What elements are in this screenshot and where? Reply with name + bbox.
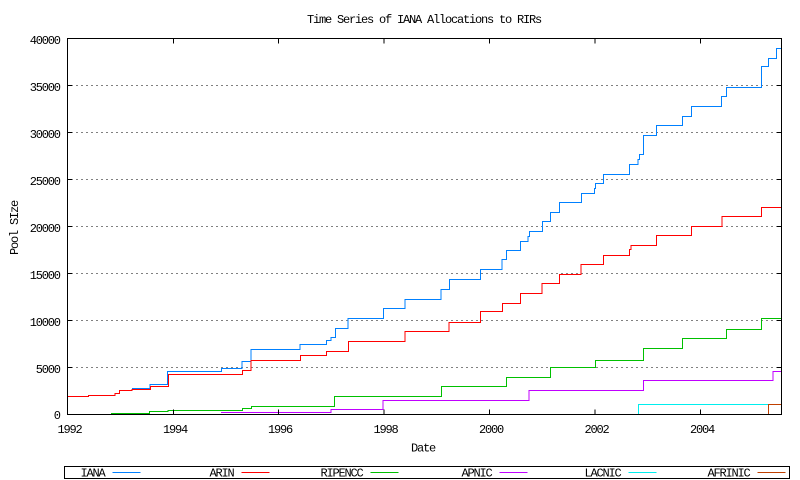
svg-text:15000: 15000 xyxy=(30,269,61,283)
svg-text:35000: 35000 xyxy=(30,81,61,95)
svg-text:25000: 25000 xyxy=(30,175,61,189)
svg-text:0: 0 xyxy=(54,409,61,423)
svg-text:1996: 1996 xyxy=(268,423,293,437)
svg-text:1998: 1998 xyxy=(373,423,398,437)
svg-text:ARIN: ARIN xyxy=(209,467,234,480)
svg-text:AFRINIC: AFRINIC xyxy=(707,467,750,480)
svg-text:LACNIC: LACNIC xyxy=(584,467,621,480)
svg-text:5000: 5000 xyxy=(36,363,61,377)
svg-text:40000: 40000 xyxy=(30,34,61,48)
svg-text:APNIC: APNIC xyxy=(461,467,492,480)
svg-text:IANA: IANA xyxy=(80,467,106,480)
svg-text:2002: 2002 xyxy=(584,423,609,437)
svg-text:30000: 30000 xyxy=(30,128,61,142)
svg-text:Date: Date xyxy=(411,442,436,456)
svg-text:2004: 2004 xyxy=(690,423,715,437)
svg-text:Pool SIze: Pool SIze xyxy=(8,200,22,255)
svg-text:10000: 10000 xyxy=(30,316,61,330)
svg-text:20000: 20000 xyxy=(30,222,61,236)
svg-text:RIPENCC: RIPENCC xyxy=(320,467,363,480)
svg-text:1994: 1994 xyxy=(163,423,188,437)
svg-text:Time Series of IANA Allocation: Time Series of IANA Allocations to RIRs xyxy=(307,13,542,27)
svg-text:1992: 1992 xyxy=(57,423,82,437)
svg-text:2000: 2000 xyxy=(479,423,504,437)
